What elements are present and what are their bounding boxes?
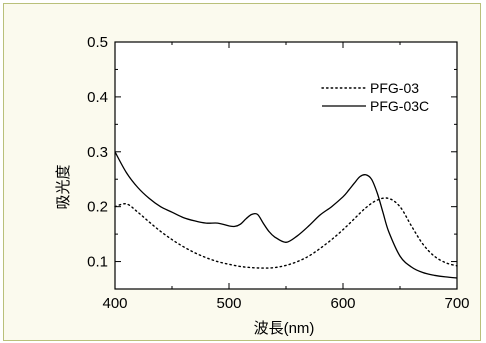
legend: PFG-03 PFG-03C xyxy=(321,80,429,114)
x-tick-label: 500 xyxy=(216,295,241,312)
y-tick-label: 0.3 xyxy=(87,144,108,161)
x-axis-title: 波長(nm) xyxy=(254,320,315,337)
x-tick-label: 700 xyxy=(444,295,469,312)
axis-ticks: 400 500 600 700 0.1 0.2 0.3 0.4 0.5 xyxy=(87,34,469,312)
y-tick-label: 0.4 xyxy=(87,89,108,106)
legend-label: PFG-03 xyxy=(370,80,419,96)
plot-box xyxy=(114,41,458,290)
y-tick-label: 0.2 xyxy=(87,199,108,216)
x-tick-label: 400 xyxy=(102,295,127,312)
series-line-pfg-03c xyxy=(114,151,458,279)
y-axis-title: 吸光度 xyxy=(55,164,72,209)
y-tick-label: 0.5 xyxy=(87,34,108,51)
series-line-pfg-03 xyxy=(114,197,458,269)
series-lines xyxy=(114,151,458,279)
plot-area xyxy=(114,41,458,290)
y-tick-label: 0.1 xyxy=(87,254,108,271)
x-tick-label: 600 xyxy=(330,295,355,312)
legend-label: PFG-03C xyxy=(370,98,429,114)
